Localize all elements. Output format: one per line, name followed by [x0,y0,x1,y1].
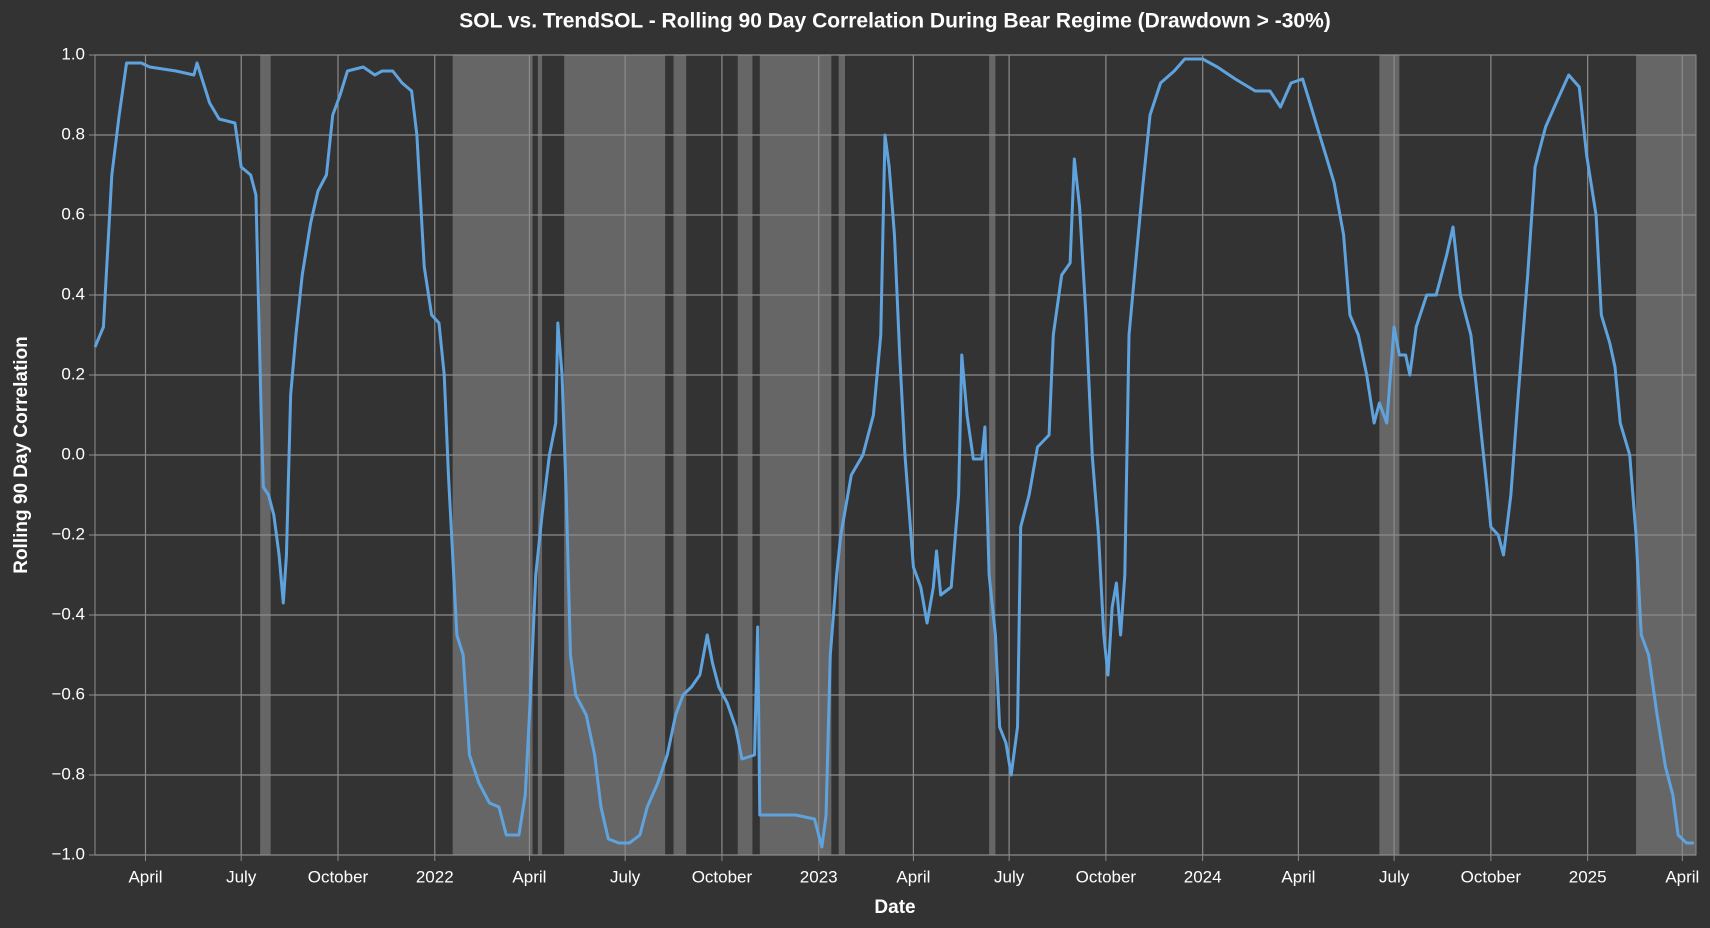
x-tick-label: October [692,867,753,886]
x-axis-title: Date [874,897,915,918]
y-tick-label: 0.4 [61,284,85,303]
y-tick-label: 0.6 [61,204,85,223]
x-tick-label: 2024 [1184,867,1222,886]
y-tick-label: 0.0 [61,444,85,463]
y-tick-label: −0.6 [51,684,85,703]
x-tick-label: April [128,867,162,886]
x-tick-label: July [1379,867,1410,886]
x-tick-label: October [308,867,369,886]
x-tick-label: July [226,867,257,886]
x-tick-label: 2022 [416,867,454,886]
x-tick-label: April [1665,867,1699,886]
x-tick-label: April [896,867,930,886]
x-tick-label: April [1281,867,1315,886]
x-tick-label: April [512,867,546,886]
y-tick-label: 1.0 [61,44,85,63]
y-tick-label: −0.4 [51,604,85,623]
x-tick-label: July [610,867,641,886]
y-tick-label: −0.8 [51,764,85,783]
y-tick-label: −1.0 [51,844,85,863]
x-tick-label: 2023 [800,867,838,886]
y-axis-title: Rolling 90 Day Correlation [11,336,32,574]
y-tick-label: 0.8 [61,124,85,143]
x-tick-label: October [1076,867,1137,886]
x-tick-label: July [994,867,1025,886]
x-tick-label: 2025 [1569,867,1607,886]
plot-frame [94,54,1697,856]
x-tick-label: October [1461,867,1522,886]
plot [93,57,1694,849]
correlation-line [93,57,1694,849]
chart-title: SOL vs. TrendSOL - Rolling 90 Day Correl… [459,10,1331,33]
y-tick-label: 0.2 [61,364,85,383]
y-tick-label: −0.2 [51,524,85,543]
